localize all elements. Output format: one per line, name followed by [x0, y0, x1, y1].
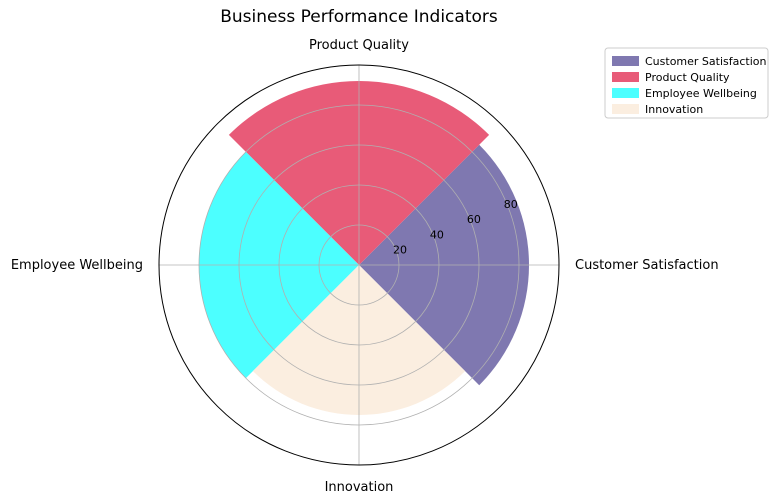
- legend-label-1: Customer Satisfaction: [645, 55, 767, 68]
- legend-swatch-3: [612, 88, 639, 98]
- category-label-2: Product Quality: [309, 38, 409, 53]
- chart-title: Business Performance Indicators: [220, 7, 498, 27]
- r-tick-label-3: 60: [467, 213, 481, 226]
- category-label-1: Customer Satisfaction: [575, 258, 719, 273]
- category-label-3: Employee Wellbeing: [11, 258, 143, 273]
- r-tick-label-4: 80: [504, 198, 518, 211]
- legend-swatch-1: [612, 56, 639, 66]
- category-label-4: Innovation: [325, 480, 394, 495]
- legend-label-4: Innovation: [645, 103, 703, 116]
- bars-group: [198, 80, 530, 416]
- polar-frame: [158, 64, 560, 466]
- category-labels: Customer Satisfaction Product Quality Empl…: [11, 38, 719, 495]
- r-tick-label-2: 40: [430, 228, 444, 241]
- r-tick-label-1: 20: [393, 244, 407, 257]
- radial-tick-labels: 20 40 60 80: [393, 198, 518, 257]
- legend-swatch-4: [612, 104, 639, 114]
- legend-label-2: Product Quality: [645, 71, 730, 84]
- legend-swatch-2: [612, 72, 639, 82]
- grid-group: [159, 65, 559, 465]
- legend-frame: [604, 47, 769, 119]
- legend-label-3: Employee Wellbeing: [645, 87, 757, 100]
- legend: Customer Satisfaction Product Quality Empl…: [604, 47, 769, 119]
